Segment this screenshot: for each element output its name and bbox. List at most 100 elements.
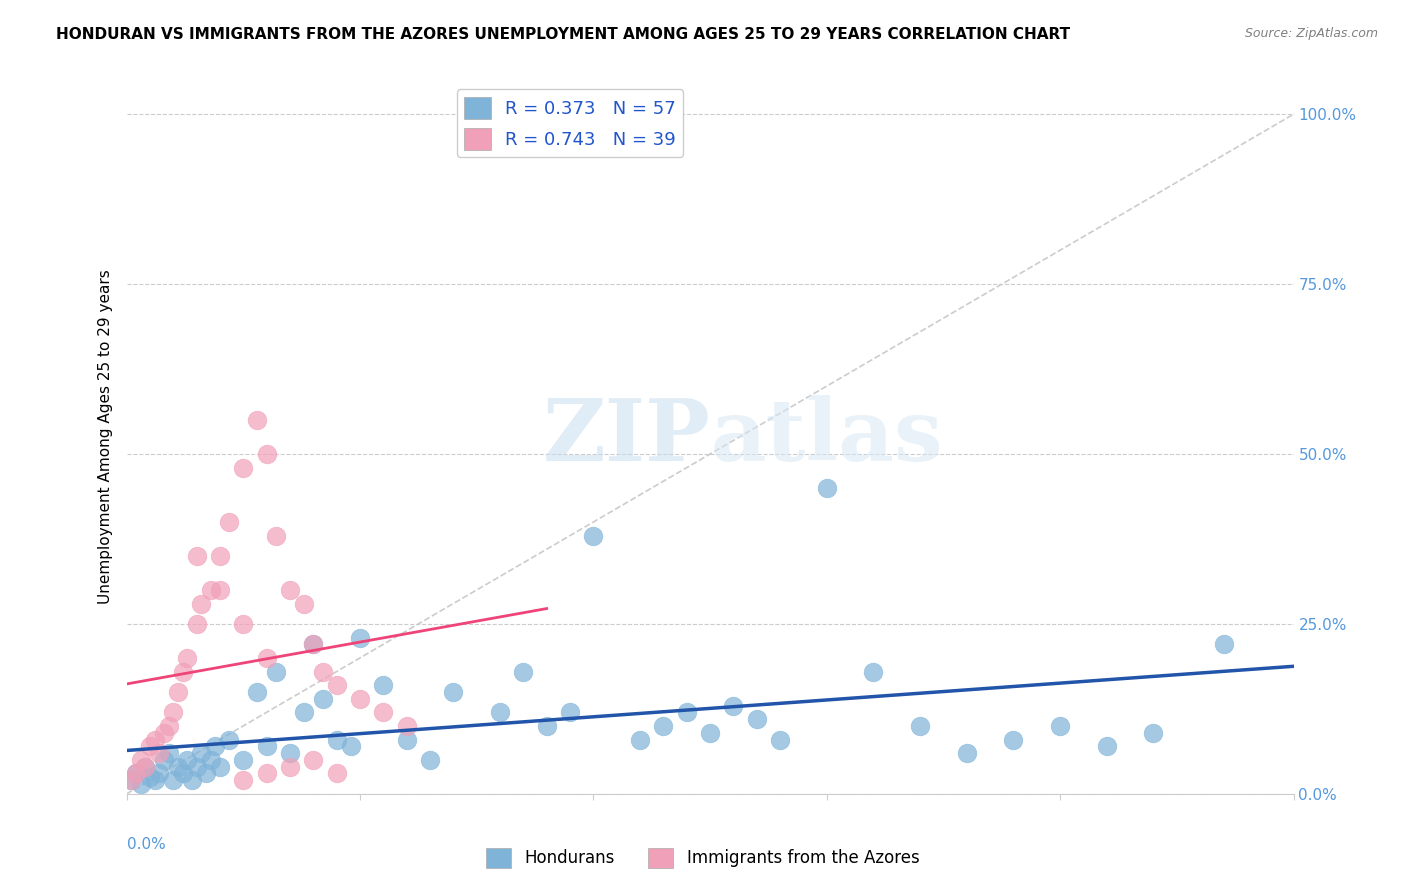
Point bbox=[325, 766, 347, 780]
Text: Source: ZipAtlas.com: Source: ZipAtlas.com bbox=[1244, 27, 1378, 40]
Point bbox=[292, 706, 315, 720]
Point bbox=[256, 651, 278, 665]
Point bbox=[862, 665, 884, 679]
Point bbox=[218, 732, 240, 747]
Point bbox=[232, 617, 254, 632]
Point bbox=[373, 678, 395, 692]
Point bbox=[172, 766, 194, 780]
Point bbox=[232, 773, 254, 788]
Point bbox=[723, 698, 745, 713]
Point bbox=[1142, 725, 1164, 739]
Point bbox=[536, 719, 558, 733]
Point bbox=[139, 770, 162, 784]
Point bbox=[302, 637, 325, 651]
Point bbox=[125, 766, 148, 780]
Point bbox=[302, 753, 325, 767]
Point bbox=[200, 582, 222, 597]
Point bbox=[311, 691, 333, 706]
Point bbox=[200, 753, 222, 767]
Point bbox=[172, 665, 194, 679]
Point bbox=[441, 685, 464, 699]
Point bbox=[264, 528, 287, 542]
Point bbox=[419, 753, 441, 767]
Point bbox=[139, 739, 162, 754]
Point bbox=[512, 665, 534, 679]
Point bbox=[157, 719, 180, 733]
Point bbox=[129, 753, 152, 767]
Point bbox=[311, 665, 333, 679]
Point bbox=[652, 719, 675, 733]
Point bbox=[325, 732, 347, 747]
Point bbox=[167, 685, 190, 699]
Point bbox=[218, 515, 240, 529]
Point bbox=[908, 719, 931, 733]
Point bbox=[143, 773, 166, 788]
Point bbox=[180, 773, 202, 788]
Text: HONDURAN VS IMMIGRANTS FROM THE AZORES UNEMPLOYMENT AMONG AGES 25 TO 29 YEARS CO: HONDURAN VS IMMIGRANTS FROM THE AZORES U… bbox=[56, 27, 1070, 42]
Point bbox=[148, 766, 170, 780]
Text: atlas: atlas bbox=[710, 395, 942, 479]
Point bbox=[176, 753, 198, 767]
Point bbox=[190, 597, 212, 611]
Text: 0.0%: 0.0% bbox=[127, 837, 166, 852]
Point bbox=[148, 746, 170, 760]
Point bbox=[176, 651, 198, 665]
Point bbox=[232, 460, 254, 475]
Point bbox=[143, 732, 166, 747]
Point bbox=[302, 637, 325, 651]
Point bbox=[395, 719, 418, 733]
Point bbox=[1095, 739, 1118, 754]
Point bbox=[125, 766, 148, 780]
Point bbox=[264, 665, 287, 679]
Point bbox=[349, 631, 371, 645]
Point bbox=[186, 549, 208, 563]
Point bbox=[373, 706, 395, 720]
Point bbox=[1212, 637, 1234, 651]
Point bbox=[134, 760, 156, 774]
Point bbox=[162, 773, 184, 788]
Point bbox=[628, 732, 651, 747]
Point bbox=[208, 582, 231, 597]
Point bbox=[186, 760, 208, 774]
Point bbox=[1049, 719, 1071, 733]
Point bbox=[208, 760, 231, 774]
Point bbox=[745, 712, 768, 726]
Point bbox=[246, 413, 269, 427]
Point bbox=[246, 685, 269, 699]
Point bbox=[129, 777, 152, 791]
Point bbox=[675, 706, 697, 720]
Point bbox=[256, 766, 278, 780]
Point bbox=[232, 753, 254, 767]
Point bbox=[256, 739, 278, 754]
Point bbox=[278, 746, 301, 760]
Point bbox=[157, 746, 180, 760]
Point bbox=[699, 725, 721, 739]
Point bbox=[134, 760, 156, 774]
Point bbox=[153, 753, 176, 767]
Point bbox=[292, 597, 315, 611]
Point bbox=[815, 481, 838, 495]
Point bbox=[1002, 732, 1025, 747]
Point bbox=[190, 746, 212, 760]
Point bbox=[186, 617, 208, 632]
Legend: Hondurans, Immigrants from the Azores: Hondurans, Immigrants from the Azores bbox=[479, 841, 927, 875]
Text: ZIP: ZIP bbox=[543, 395, 710, 479]
Point bbox=[208, 549, 231, 563]
Point bbox=[349, 691, 371, 706]
Point bbox=[956, 746, 979, 760]
Point bbox=[489, 706, 512, 720]
Point bbox=[339, 739, 361, 754]
Point bbox=[278, 760, 301, 774]
Point bbox=[153, 725, 176, 739]
Point bbox=[278, 582, 301, 597]
Point bbox=[395, 732, 418, 747]
Point bbox=[204, 739, 226, 754]
Y-axis label: Unemployment Among Ages 25 to 29 years: Unemployment Among Ages 25 to 29 years bbox=[97, 269, 112, 605]
Point bbox=[120, 773, 142, 788]
Point bbox=[256, 447, 278, 461]
Point bbox=[162, 706, 184, 720]
Point bbox=[167, 760, 190, 774]
Point bbox=[325, 678, 347, 692]
Point bbox=[558, 706, 581, 720]
Point bbox=[120, 773, 142, 788]
